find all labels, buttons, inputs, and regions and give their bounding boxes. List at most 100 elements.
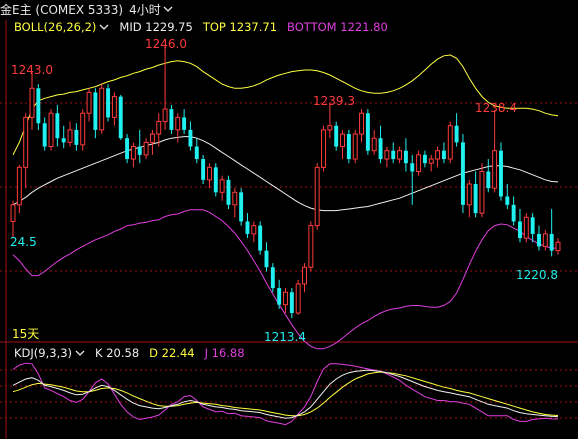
candle-body (42, 123, 47, 147)
candle-body (219, 179, 225, 193)
candle-body (410, 163, 415, 172)
candle-body (149, 133, 155, 143)
boll-bottom-value: BOTTOM 1221.80 (287, 20, 388, 34)
candle-body (232, 191, 238, 206)
boll-name: BOLL(26,26,2) (14, 20, 97, 34)
chevron-down-icon (99, 24, 109, 30)
kdj-indicator-selector[interactable]: KDJ(9,3,3) (14, 346, 85, 360)
price-label-peak-right: 1238.4 (475, 101, 517, 115)
candle-body (194, 146, 199, 160)
candle-body (106, 88, 111, 118)
kdj-lines (12, 362, 559, 426)
candle-body (537, 233, 541, 247)
candle-body (162, 108, 168, 123)
candle-body (99, 87, 105, 131)
candle-body (201, 159, 206, 180)
candle-body (340, 133, 345, 148)
candle-body (169, 109, 174, 130)
candle-body (36, 88, 41, 124)
boll-bottom-line (12, 209, 558, 350)
candle-body (321, 129, 326, 168)
candle-body (473, 184, 478, 214)
candle-body (441, 150, 446, 160)
candle-body (416, 154, 422, 173)
kdj-d-line (12, 371, 559, 417)
candle-body (308, 225, 314, 268)
candle-body (118, 96, 123, 139)
boll-indicator-selector[interactable]: BOLL(26,26,2) (14, 20, 109, 34)
candle-body (277, 288, 282, 305)
candle-body (428, 158, 434, 164)
candle-body (346, 134, 351, 160)
boll-top-value: TOP 1237.71 (202, 20, 278, 34)
candle-body (86, 91, 92, 114)
candle-body (365, 113, 370, 151)
price-label-low-main: 1213.4 (264, 330, 306, 344)
candle-body (391, 150, 396, 160)
span-label: 15天 (12, 327, 39, 341)
candle-body (130, 146, 136, 160)
chevron-down-icon (163, 6, 173, 12)
boll-indicator-bar: BOLL(26,26,2) MID 1229.75 TOP 1237.71 BO… (14, 20, 388, 34)
candle-body (111, 96, 117, 118)
candle-body (314, 166, 320, 227)
candle-body (397, 150, 403, 160)
candle-body (182, 117, 187, 130)
candle-body (378, 138, 383, 160)
candle-body (486, 171, 491, 189)
candle-body (258, 225, 263, 251)
candle-body (518, 221, 522, 239)
candle-body (289, 292, 294, 314)
candle-body (61, 138, 66, 143)
instrument-title: 金E主 (COMEX 5333) (0, 2, 124, 17)
candle-body (239, 192, 244, 222)
candle-body (555, 241, 561, 252)
price-label-left-edge: 24.5 (10, 235, 37, 249)
candle-body (422, 154, 427, 164)
candle-body (67, 129, 73, 143)
candle-body (226, 179, 231, 205)
price-annotations: 1243.0 1246.0 1239.3 1238.4 1213.4 1220.8 24.5… (10, 37, 558, 344)
candle-body (125, 138, 130, 160)
candle-body (74, 129, 79, 145)
candle-body (499, 150, 503, 197)
kdj-d-value: D 22.44 (149, 346, 195, 360)
candle-body (245, 221, 250, 234)
price-label-low-right: 1220.8 (516, 268, 558, 282)
candle-body (175, 116, 181, 131)
candle-body (302, 266, 307, 285)
candle-body (16, 166, 22, 206)
candle-body (156, 121, 162, 135)
candle-body (137, 146, 142, 155)
boll-top-line (12, 54, 559, 156)
candle-body (549, 233, 554, 251)
boll-mid-value: MID 1229.75 (119, 20, 193, 34)
candle-body (10, 204, 16, 222)
chart-header: 金E主 (COMEX 5333) 4小时 (0, 0, 578, 18)
candle-body (403, 150, 408, 164)
candle-body (283, 291, 288, 306)
candle-body (454, 125, 459, 143)
kdj-j-line (12, 362, 559, 426)
candle-body (23, 116, 29, 168)
period-selector[interactable]: 4小时 (129, 1, 173, 18)
candle-body (359, 112, 365, 135)
candle-body (371, 137, 377, 152)
candle-body (188, 129, 193, 147)
candle-body (93, 92, 98, 130)
candle-body (80, 112, 86, 146)
kdj-k-line (12, 369, 559, 419)
candle-body (213, 167, 218, 193)
candle-body (143, 141, 149, 156)
candle-body (523, 216, 529, 239)
period-label: 4小时 (129, 2, 161, 17)
candle-body (447, 125, 453, 160)
candle-body (251, 225, 257, 235)
candle-body (29, 87, 35, 118)
candle-body (295, 283, 301, 314)
candle-body (492, 150, 498, 189)
candle-body (511, 204, 516, 222)
price-label-peak-mid: 1239.3 (313, 94, 355, 108)
kdj-name: KDJ(9,3,3) (14, 346, 73, 360)
